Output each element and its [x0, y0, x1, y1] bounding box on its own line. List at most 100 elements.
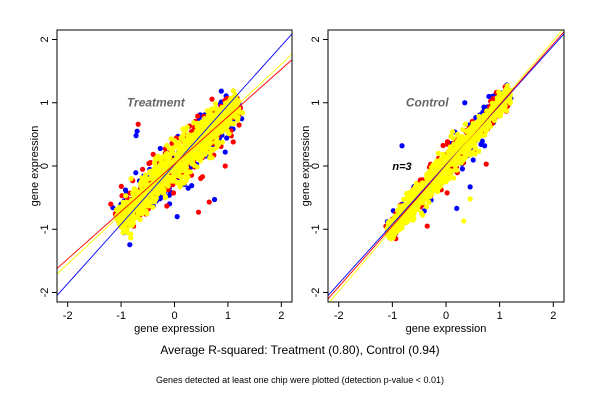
data-point [411, 215, 417, 222]
y-tick-label: 0 [310, 163, 322, 169]
data-point [444, 190, 450, 196]
data-point [460, 127, 466, 133]
data-point [207, 155, 213, 161]
data-point [128, 231, 134, 237]
data-point [420, 181, 426, 187]
data-point [141, 199, 147, 206]
data-point [394, 228, 400, 235]
outlier-point [462, 100, 468, 106]
data-point [113, 207, 120, 213]
data-point [215, 142, 221, 148]
panel-control: Control n=3 -2 -1 0 1 2 -2 -1 0 1 2 gene expression g… [300, 29, 565, 335]
data-point [428, 174, 434, 180]
data-point [462, 121, 468, 127]
data-point [452, 167, 459, 173]
x-tick-label: -2 [63, 310, 73, 322]
data-point [165, 187, 171, 193]
data-point [150, 204, 156, 210]
data-point [123, 220, 129, 226]
data-point [474, 121, 480, 127]
fit-line [328, 30, 564, 302]
data-point [127, 242, 133, 248]
data-point [232, 114, 238, 120]
data-point [169, 150, 176, 156]
data-point [204, 145, 210, 151]
r-squared-caption: Average R-squared: Treatment (0.80), Con… [160, 343, 440, 357]
data-point [418, 210, 424, 216]
data-point [491, 113, 497, 119]
outlier-point [461, 218, 467, 224]
data-point [108, 201, 114, 207]
data-point [219, 104, 225, 111]
plot-area [328, 30, 564, 302]
data-point [153, 163, 159, 169]
data-point [140, 166, 146, 172]
y-tick-label: -1 [310, 224, 322, 234]
data-point [503, 108, 510, 114]
outlier-point [483, 161, 489, 167]
data-point [114, 216, 120, 222]
y-tick-label: -1 [39, 224, 51, 234]
data-point [123, 193, 129, 199]
y-tick-label: -2 [310, 288, 322, 298]
data-point [461, 156, 467, 162]
data-point [224, 135, 230, 141]
data-point [427, 168, 434, 174]
data-point [144, 176, 150, 182]
data-point [442, 154, 448, 160]
data-point [455, 138, 461, 144]
data-point [423, 204, 430, 210]
data-point [215, 131, 221, 137]
data-point [472, 151, 478, 157]
data-point [157, 145, 163, 152]
outlier-point [424, 223, 430, 229]
outlier-point [222, 163, 228, 169]
series-points [113, 88, 246, 241]
data-point [411, 205, 417, 211]
data-point [456, 155, 462, 161]
data-point [203, 116, 210, 122]
data-point [476, 113, 482, 119]
data-point [446, 169, 452, 175]
data-point [420, 200, 426, 206]
data-point [398, 205, 404, 211]
data-point [479, 133, 485, 139]
data-point [189, 183, 195, 189]
data-point [182, 160, 188, 166]
data-point [157, 169, 163, 175]
data-point [189, 159, 196, 165]
data-point [236, 122, 242, 128]
data-point [128, 235, 134, 241]
data-point [120, 229, 126, 236]
data-point [128, 220, 134, 226]
data-point [415, 203, 421, 209]
data-point [185, 133, 192, 140]
data-point [485, 109, 491, 115]
data-point [440, 142, 446, 149]
data-point [137, 198, 143, 204]
data-point [147, 159, 154, 166]
data-point [401, 196, 407, 202]
data-point [410, 187, 416, 193]
data-point [435, 150, 441, 156]
data-point [164, 156, 170, 162]
outlier-point [134, 128, 140, 134]
data-point [123, 202, 129, 208]
y-tick-label: -2 [39, 288, 51, 298]
panel-treatment: Treatment -2 -1 0 1 2 -2 -1 0 1 2 gene expression ge… [29, 29, 293, 335]
outlier-point [486, 93, 492, 100]
data-point [450, 135, 456, 141]
data-point [472, 141, 478, 147]
data-point [214, 120, 220, 126]
data-point [495, 111, 501, 117]
data-point [137, 216, 143, 223]
data-point [440, 160, 446, 166]
data-point [133, 206, 139, 212]
y-tick-label: 2 [310, 36, 322, 42]
data-point [203, 124, 209, 131]
data-point [505, 98, 512, 104]
data-point [470, 157, 476, 163]
data-point [141, 181, 147, 187]
x-tick-label: 2 [278, 310, 284, 322]
